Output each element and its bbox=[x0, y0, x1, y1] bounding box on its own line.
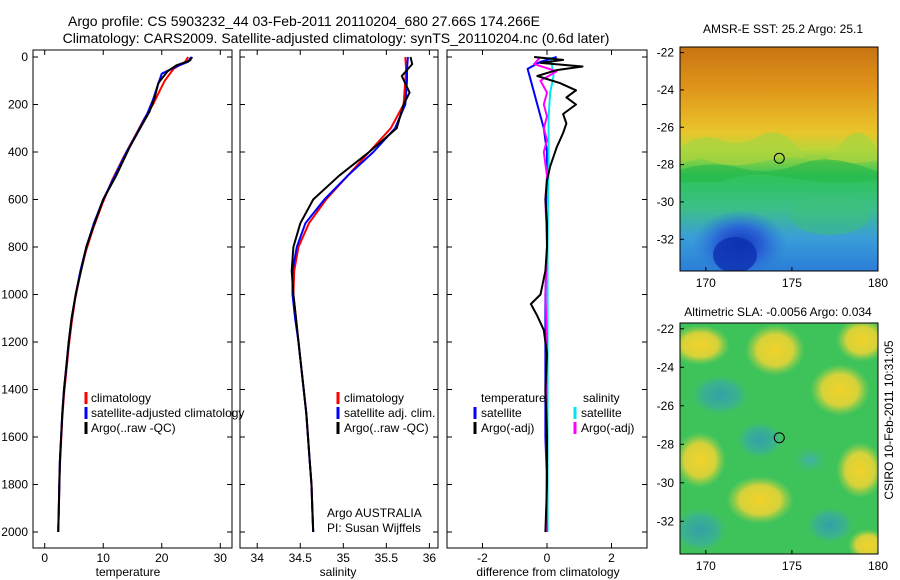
legend-label-satellite: satellite-adjusted climatology bbox=[91, 406, 244, 420]
map-x-tick-label: 175 bbox=[782, 559, 802, 573]
figure-title-line1: Argo profile: CS 5903232_44 03-Feb-2011 … bbox=[68, 13, 540, 29]
sla-map-field bbox=[680, 323, 878, 554]
y-tick-label: 1000 bbox=[1, 288, 28, 302]
map-x-tick-label: 180 bbox=[868, 276, 888, 290]
y-tick-label: 600 bbox=[8, 193, 28, 207]
x-tick-label: 35.5 bbox=[375, 551, 399, 565]
sla-map-frame bbox=[679, 322, 879, 555]
y-tick-label: 800 bbox=[8, 240, 28, 254]
difference-salinity-legend: salinity satellite Argo(-adj) bbox=[573, 391, 634, 435]
difference-temperature-legend: temperature satellite Argo(-adj) bbox=[473, 391, 546, 435]
salinity-plot: 34 34.5 35 35.5 36 bbox=[239, 49, 439, 565]
series-line-satellite bbox=[57, 56, 192, 533]
x-tick-label: 0 bbox=[41, 551, 48, 565]
y-tick-label: 2000 bbox=[1, 525, 28, 539]
map-y-tick-label: -22 bbox=[657, 322, 675, 336]
map-y-tick-label: -28 bbox=[657, 158, 675, 172]
y-tick-label: 1600 bbox=[1, 430, 28, 444]
x-tick-label: 2 bbox=[608, 551, 615, 565]
map-x-tick-label: 170 bbox=[696, 559, 716, 573]
x-tick-label: 35 bbox=[337, 551, 351, 565]
temperature-axis-label: temperature bbox=[96, 565, 161, 579]
series-line-climatology bbox=[57, 56, 189, 533]
x-tick-label: 20 bbox=[155, 551, 169, 565]
argo-position-marker bbox=[773, 432, 785, 444]
argo-annotation-line1: Argo AUSTRALIA bbox=[327, 506, 422, 520]
map-x-tick-label: 175 bbox=[782, 276, 802, 290]
argo-annotation-line2: PI: Susan Wijffels bbox=[327, 521, 421, 535]
temperature-legend: climatology satellite-adjusted climatolo… bbox=[84, 391, 244, 435]
map-y-tick-label: -24 bbox=[657, 360, 675, 374]
temperature-plot-frame bbox=[32, 49, 233, 549]
map-y-tick-label: -26 bbox=[657, 399, 675, 413]
salinity-plot-frame bbox=[239, 49, 439, 549]
x-tick-label: -2 bbox=[477, 551, 488, 565]
legend-label-temp-satellite: satellite bbox=[481, 406, 522, 420]
sla-map: Altimetric SLA: -0.0056 Argo: 0.034 170 1… bbox=[657, 305, 889, 573]
figure-title-line2: Climatology: CARS2009. Satellite-adjuste… bbox=[63, 30, 610, 46]
difference-plot: -2 0 2 bbox=[446, 49, 648, 565]
legend-label-sal-argo: Argo(-adj) bbox=[581, 421, 634, 435]
map-y-tick-label: -26 bbox=[657, 120, 675, 134]
sst-map-frame bbox=[679, 46, 879, 272]
y-tick-label: 1200 bbox=[1, 335, 28, 349]
x-tick-label: 36 bbox=[423, 551, 437, 565]
x-tick-label: 10 bbox=[97, 551, 111, 565]
legend-heading-temperature: temperature bbox=[481, 391, 546, 405]
legend-label-satellite: satellite adj. clim. bbox=[344, 406, 435, 420]
series-line-temperature-satellite bbox=[526, 56, 557, 532]
sst-map-title: AMSR-E SST: 25.2 Argo: 25.1 bbox=[703, 22, 863, 36]
series-line-argo bbox=[290, 56, 414, 533]
y-tick-label: 0 bbox=[21, 50, 28, 64]
y-tick-label: 1400 bbox=[1, 383, 28, 397]
legend-label-temp-argo: Argo(-adj) bbox=[481, 421, 534, 435]
argo-position-marker bbox=[773, 152, 785, 164]
sst-map: AMSR-E SST: 25.2 Argo: 25.1 170 175 180 -22… bbox=[657, 22, 889, 290]
salinity-axis-label: salinity bbox=[320, 565, 357, 579]
series-line-argo bbox=[57, 56, 194, 533]
difference-axis-label: difference from climatology bbox=[476, 565, 619, 579]
salinity-legend: climatology satellite adj. clim. Argo(..… bbox=[336, 391, 435, 435]
map-y-tick-label: -32 bbox=[657, 514, 675, 528]
x-tick-label: 34 bbox=[251, 551, 265, 565]
legend-label-climatology: climatology bbox=[91, 391, 151, 405]
map-y-tick-label: -28 bbox=[657, 437, 675, 451]
map-y-tick-label: -32 bbox=[657, 232, 675, 246]
y-tick-label: 200 bbox=[8, 98, 28, 112]
series-line-temperature-argo bbox=[529, 56, 584, 533]
sst-map-field bbox=[680, 47, 878, 271]
map-x-tick-label: 180 bbox=[868, 559, 888, 573]
x-tick-label: 34.5 bbox=[289, 551, 313, 565]
map-x-tick-label: 170 bbox=[696, 276, 716, 290]
timestamp-label: CSIRO 10-Feb-2011 10:31:05 bbox=[882, 340, 896, 500]
legend-label-argo: Argo(..raw -QC) bbox=[91, 421, 176, 435]
sla-map-title: Altimetric SLA: -0.0056 Argo: 0.034 bbox=[684, 305, 872, 319]
x-tick-label: 0 bbox=[544, 551, 551, 565]
temperature-plot: 0 10 20 30 0 200 400 600 800 1000 1200 1400 1600 1800… bbox=[1, 49, 233, 565]
y-tick-label: 1800 bbox=[1, 478, 28, 492]
legend-label-argo: Argo(..raw -QC) bbox=[344, 421, 429, 435]
map-y-tick-label: -22 bbox=[657, 46, 675, 60]
map-y-tick-label: -30 bbox=[657, 476, 675, 490]
legend-heading-salinity: salinity bbox=[583, 391, 620, 405]
x-tick-label: 30 bbox=[214, 551, 228, 565]
legend-label-climatology: climatology bbox=[344, 391, 404, 405]
y-tick-label: 400 bbox=[8, 145, 28, 159]
map-y-tick-label: -30 bbox=[657, 195, 675, 209]
map-y-tick-label: -24 bbox=[657, 83, 675, 97]
legend-label-sal-satellite: satellite bbox=[581, 406, 622, 420]
series-line-salinity-satellite bbox=[546, 56, 555, 532]
